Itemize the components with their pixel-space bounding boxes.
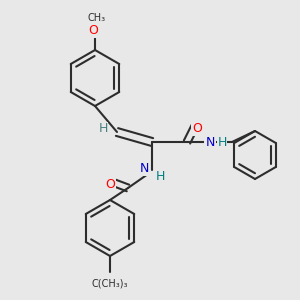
Text: O: O <box>192 122 202 134</box>
Text: N: N <box>205 136 215 148</box>
Text: O: O <box>88 23 98 37</box>
Text: N: N <box>139 161 149 175</box>
Text: C(CH₃)₃: C(CH₃)₃ <box>92 279 128 289</box>
Text: O: O <box>105 178 115 190</box>
Text: H: H <box>155 169 165 182</box>
Text: H: H <box>217 136 227 148</box>
Text: CH₃: CH₃ <box>88 13 106 23</box>
Text: H: H <box>98 122 108 136</box>
